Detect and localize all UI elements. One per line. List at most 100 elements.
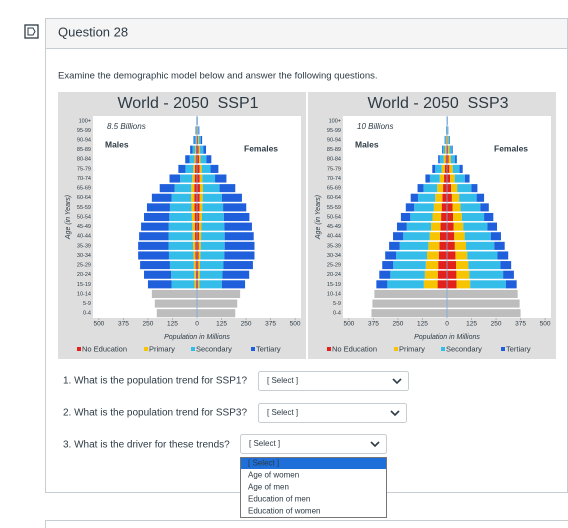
x-tick-label: 0 [195,321,199,328]
bar-segment [372,299,447,308]
bar-segment [454,232,465,241]
bar-segment [438,261,447,270]
bar-segment [194,155,196,164]
bar-segment [441,212,447,222]
bar-segment [140,261,170,270]
bar-segment [424,270,438,279]
bar-segment [393,261,426,270]
legend-label: Primary [399,344,425,353]
bar-segment [442,145,443,154]
question-title: Question 28 [58,24,128,39]
select-value[interactable]: [ Select ] [249,439,280,448]
bar-segment [144,212,170,222]
bar-segment [194,203,197,212]
bar-segment [202,184,220,193]
answer-select[interactable]: [ Select ] [240,434,387,454]
answer-select[interactable]: [ Select ] [258,371,409,391]
select-value[interactable]: [ Select ] [267,408,298,417]
bar-segment [169,174,181,183]
bar-segment [435,193,443,202]
select-chevron[interactable] [370,441,380,448]
bar-segment [490,232,501,241]
legend-label: No Education [332,344,377,353]
side-label: Males [105,139,129,149]
bar-segment [191,212,195,222]
bar-segment [371,309,447,318]
bar-segment [448,155,451,164]
bar-segment [193,136,195,145]
y-tick-label: 95-99 [327,128,341,134]
select-value[interactable]: [ Select ] [267,376,298,385]
bar-segment [151,193,172,202]
y-tick-label: 95-99 [77,128,91,134]
select-box[interactable] [240,434,387,454]
chart-subtitle: 8.5 Billions [107,122,146,131]
legend-swatch [191,347,195,351]
bar-segment [223,212,250,222]
bar-segment [199,270,223,279]
y-tick-label: 15-19 [327,282,341,288]
dropdown-option[interactable]: Age of women [248,471,299,480]
bar-segment [447,232,455,241]
select-box[interactable] [258,371,409,391]
y-tick-label: 70-74 [77,176,91,182]
bar-segment [197,136,198,145]
bar-segment [452,203,461,212]
bar-segment [442,193,447,202]
bar-segment [198,126,200,135]
bar-segment [389,241,400,250]
bar-segment [197,232,199,241]
bar-segment [194,270,196,279]
bar-segment [438,155,440,164]
y-tick-label: 20-24 [327,272,341,278]
y-tick-label: 60-64 [327,195,341,201]
bar-segment [503,270,514,279]
bar-segment [447,289,518,298]
dropdown-option[interactable]: Education of women [248,507,321,516]
pyramid-chart: World - 2050 SSP1 8.5 Billions Males Female… [58,92,306,359]
select-chevron[interactable] [390,410,400,417]
bar-segment [447,126,449,135]
bar-segment [199,203,203,212]
bar-segment [178,164,186,173]
bar-segment [198,136,201,145]
bar-segment [199,193,203,202]
select-box[interactable] [258,403,407,423]
bar-segment [156,309,197,318]
bar-segment [224,251,255,260]
bar-segment [447,184,452,193]
answer-select[interactable]: [ Select ] [258,403,407,423]
bar-segment [180,174,193,183]
bar-segment [429,232,440,241]
bar-segment [456,261,469,270]
dropdown-option[interactable]: Education of men [248,495,310,504]
bar-segment [432,212,442,222]
bar-segment [456,280,471,289]
bar-segment [447,261,457,270]
dropdown-option[interactable]: Age of men [248,483,289,492]
bar-segment [168,241,194,250]
bar-segment [192,222,195,231]
bar-segment [197,261,199,270]
bar-segment [195,155,197,164]
bar-segment [447,222,454,231]
bar-segment [455,155,457,164]
x-tick-label: 375 [515,321,526,328]
bar-segment [191,193,195,202]
bar-segment [168,222,193,231]
bar-segment [454,241,467,250]
bar-segment [199,184,203,193]
bar-segment [197,184,200,193]
bar-segment [200,136,203,145]
bar-segment [199,261,224,270]
dropdown-option[interactable]: [ Select ] [248,459,279,468]
bar-segment [433,203,442,212]
bar-segment [450,174,455,183]
select-chevron[interactable] [392,378,402,385]
y-tick-label: 75-79 [77,166,91,172]
bar-segment [423,280,438,289]
bar-segment [453,222,464,231]
y-tick-label: 50-54 [327,214,341,220]
bar-segment [469,270,504,279]
bar-segment [194,184,197,193]
